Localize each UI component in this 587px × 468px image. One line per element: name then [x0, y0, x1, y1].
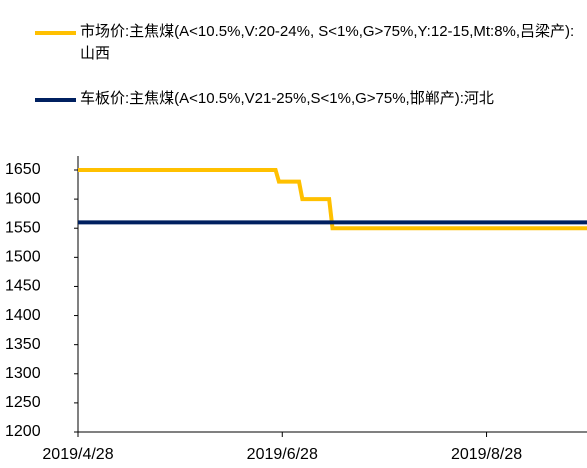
y-tick-label: 1550 — [5, 219, 41, 236]
y-tick-label: 1500 — [5, 249, 41, 266]
y-tick-label: 1450 — [5, 278, 41, 295]
legend-label: 车板价:主焦煤(A<10.5%,V21-25%,S<1%,G>75%,邯郸产):… — [80, 90, 494, 107]
legend-label: 市场价:主焦煤(A<10.5%,V:20-24%, S<1%,G>75%,Y:1… — [80, 23, 575, 62]
x-tick-label: 2019/4/28 — [42, 446, 113, 463]
y-tick-label: 1650 — [5, 161, 41, 178]
y-tick-label: 1200 — [5, 423, 41, 440]
y-tick-label: 1400 — [5, 307, 41, 324]
y-tick-label: 1300 — [5, 365, 41, 382]
y-tick-label: 1600 — [5, 190, 41, 207]
y-tick-label: 1250 — [5, 394, 41, 411]
x-tick-label: 2019/6/28 — [247, 446, 318, 463]
line-series — [78, 168, 587, 231]
x-tick-label: 2019/8/28 — [451, 446, 522, 463]
y-tick-label: 1350 — [5, 336, 41, 353]
